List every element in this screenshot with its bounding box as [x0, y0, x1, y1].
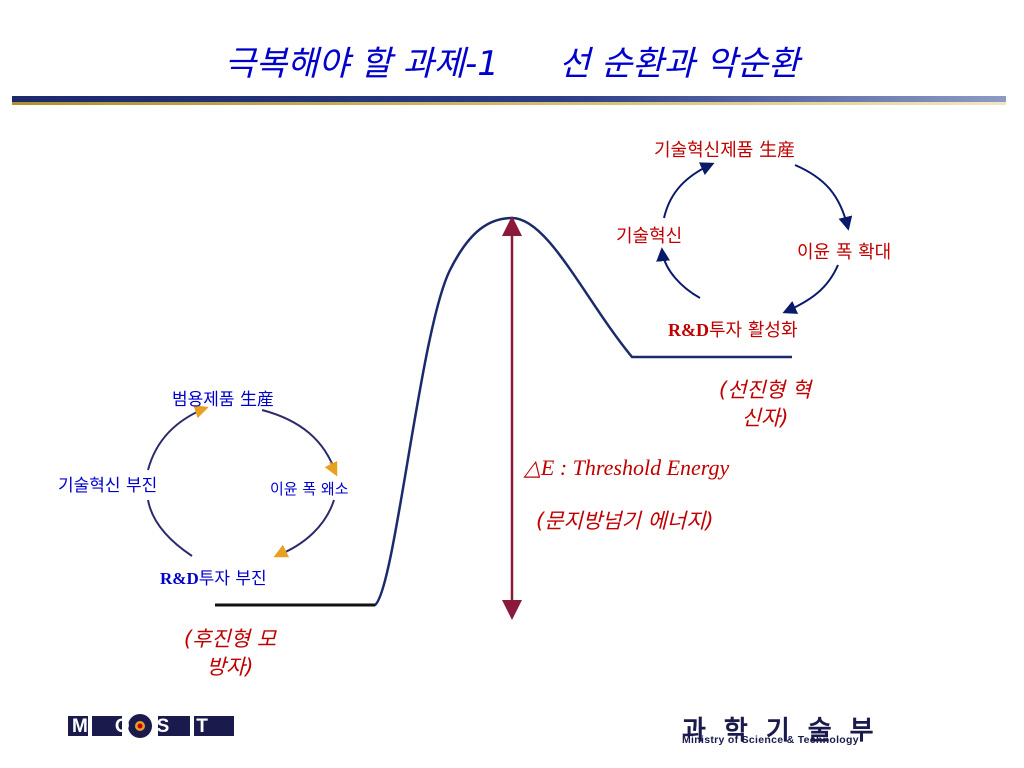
title-right: 선 순환과 악순환	[558, 44, 800, 84]
ministry-logo-korean: 과학기술부	[682, 716, 892, 746]
bad-cycle-bottom-prefix: R&D	[160, 569, 199, 588]
vicious-cycle-arrowheads	[193, 404, 338, 558]
cycle-arrow-top-right	[794, 164, 853, 231]
good-cycle-bottom-label: R&D투자 활성화	[668, 316, 798, 342]
advanced-innovator-line2: 신자)	[741, 406, 789, 430]
cycle-arrow-top-left	[147, 407, 207, 471]
ministry-logo: 과학기술부 Ministry of Science & Technology	[682, 710, 992, 746]
most-logo-graphic	[68, 714, 234, 738]
good-cycle-bottom-prefix: R&D	[668, 320, 709, 340]
cycle-arrow-bottom-left	[147, 499, 193, 557]
follower-imitator-line2: 방자)	[206, 655, 254, 679]
cycle-arrow-bottom-right	[275, 499, 335, 557]
cycle-arrow-top-right	[261, 409, 337, 475]
bad-cycle-top-label: 범용제품 生産	[172, 390, 274, 410]
page-title: 극복해야 할 과제-1 선 순환과 악순환	[0, 36, 1024, 85]
good-cycle-right-label: 이윤 폭 확대	[797, 242, 892, 263]
bad-cycle-right-label: 이윤 폭 왜소	[270, 480, 349, 498]
good-cycle-top-label: 기술혁신제품 生産	[654, 140, 796, 161]
most-logo: MOST	[68, 712, 238, 740]
cycle-arrow-bottom-right	[782, 264, 839, 314]
cycle-arrow-top-left	[663, 162, 715, 219]
bad-cycle-bottom-label: R&D투자 부진	[160, 564, 267, 589]
bad-cycle-left-label: 기술혁신 부진	[58, 476, 158, 496]
energy-curve	[215, 216, 792, 607]
title-left: 극복해야 할 과제-1	[224, 44, 499, 84]
virtuous-cycle-arrows	[656, 162, 853, 314]
most-logo-text: MOST	[72, 716, 235, 737]
advanced-innovator-line1: (선진형 혁	[718, 378, 812, 402]
cycle-arrow-bottom-left	[656, 247, 701, 299]
ministry-logo-english: Ministry of Science & Technology	[682, 734, 859, 746]
threshold-energy-korean: (문지방넘기 에너지)	[536, 509, 714, 533]
follower-imitator-line1: (후진형 모	[183, 627, 277, 651]
header-divider	[12, 96, 1006, 106]
bad-cycle-bottom-suffix: 투자 부진	[198, 569, 267, 589]
threshold-energy-formula: △E : Threshold Energy	[524, 455, 730, 480]
good-cycle-bottom-suffix: 투자 활성화	[709, 320, 798, 341]
good-cycle-left-label: 기술혁신	[616, 226, 683, 247]
